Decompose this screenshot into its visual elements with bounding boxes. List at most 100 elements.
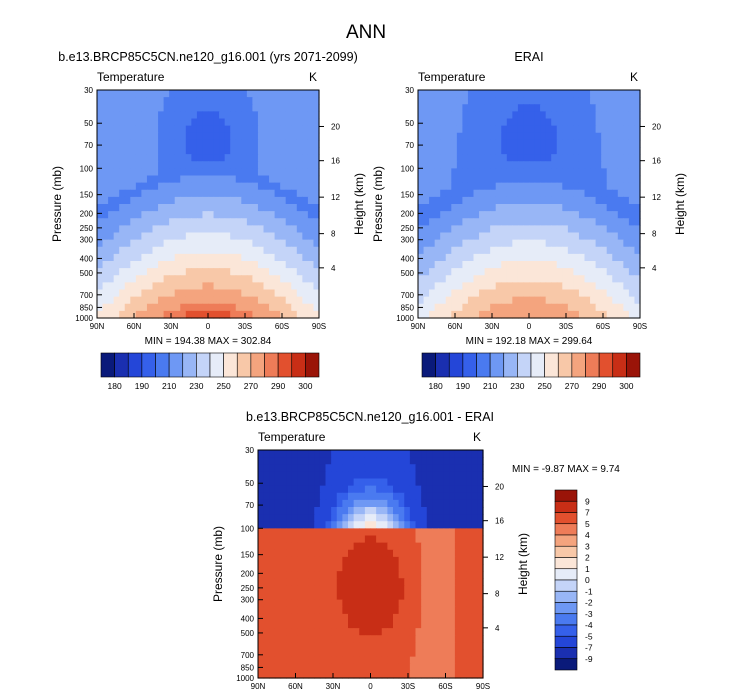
contour-cell <box>454 485 462 494</box>
contour-cell <box>451 261 458 269</box>
contour-cell <box>280 485 287 494</box>
contour-cell <box>364 621 372 629</box>
contour-cell <box>409 450 417 458</box>
y-tick-label: 500 <box>241 629 255 638</box>
contour-cell <box>152 147 159 155</box>
contour-cell <box>296 225 303 234</box>
contour-cell <box>303 450 310 458</box>
contour-cell <box>296 303 303 312</box>
contour-cell <box>342 507 349 515</box>
contour-cell <box>224 139 231 148</box>
contour-cell <box>573 268 580 276</box>
contour-cell <box>258 492 265 501</box>
contour-cell <box>634 175 641 184</box>
contour-cell <box>628 139 636 148</box>
contour-cell <box>108 175 115 184</box>
contour-cell <box>348 656 355 665</box>
contour-cell <box>263 132 270 141</box>
contour-cell <box>97 275 104 283</box>
contour-cell <box>612 189 619 198</box>
contour-cell <box>135 196 142 205</box>
contour-cell <box>191 246 198 255</box>
contour-cell <box>274 268 281 276</box>
contour-cell <box>584 132 591 141</box>
contour-cell <box>124 310 131 319</box>
contour-cell <box>584 90 591 98</box>
contour-cell <box>376 514 383 522</box>
contour-cell <box>601 232 608 241</box>
contour-cell <box>119 154 126 162</box>
contour-cell <box>573 204 580 212</box>
contour-cell <box>473 182 480 191</box>
colorbar-swatch <box>554 545 578 558</box>
contour-cell <box>307 97 315 105</box>
contour-cell <box>578 282 586 291</box>
contour-cell <box>490 161 497 169</box>
contour-cell <box>297 642 304 651</box>
contour-cell <box>224 246 231 255</box>
contour-cell <box>169 118 176 127</box>
contour-cell <box>174 303 181 312</box>
contour-cell <box>302 275 309 283</box>
contour-cell <box>180 90 187 98</box>
contour-cell <box>426 592 433 601</box>
contour-cell <box>434 147 441 155</box>
contour-cell <box>359 628 366 636</box>
contour-cell <box>274 189 281 198</box>
contour-cell <box>517 161 525 169</box>
contour-cell <box>263 578 270 586</box>
contour-cell <box>364 635 372 643</box>
contour-cell <box>202 204 209 212</box>
contour-cell <box>331 542 338 551</box>
contour-cell <box>348 521 355 529</box>
contour-cell <box>285 111 292 120</box>
contour-cell <box>477 606 484 615</box>
contour-cell <box>196 111 204 120</box>
contour-cell <box>224 261 231 269</box>
contour-cell <box>274 139 281 148</box>
contour-cell <box>449 670 456 679</box>
contour-cell <box>456 211 463 219</box>
contour-cell <box>208 275 215 283</box>
contour-cell <box>303 507 310 515</box>
contour-cell <box>163 111 170 120</box>
contour-cell <box>252 182 259 191</box>
contour-cell <box>601 182 608 191</box>
y-right-tick-label: 8 <box>495 590 500 599</box>
contour-cell <box>517 97 525 105</box>
contour-cell <box>567 310 574 319</box>
contour-cell <box>409 457 417 465</box>
contour-cell <box>584 139 591 148</box>
contour-cell <box>169 239 176 248</box>
contour-cell <box>449 635 456 643</box>
contour-cell <box>490 168 497 177</box>
contour-cell <box>512 253 519 262</box>
contour-cell <box>353 464 360 472</box>
contour-cell <box>257 232 265 241</box>
contour-cell <box>359 464 366 472</box>
contour-cell <box>451 275 458 283</box>
contour-cell <box>449 457 456 465</box>
contour-cell <box>445 310 452 319</box>
contour-cell <box>246 296 253 305</box>
contour-cell <box>364 549 372 558</box>
contour-cell <box>313 147 320 155</box>
contour-cell <box>623 118 630 127</box>
contour-cell <box>578 132 586 141</box>
contour-cell <box>108 196 115 205</box>
contour-cell <box>426 542 433 551</box>
contour-cell <box>303 642 310 651</box>
contour-cell <box>404 535 411 544</box>
contour-cell <box>257 132 265 141</box>
contour-cell <box>421 649 428 658</box>
contour-cell <box>595 289 602 298</box>
contour-cell <box>241 104 248 112</box>
contour-cell <box>325 578 332 586</box>
contour-cell <box>567 97 574 105</box>
contour-cell <box>484 161 491 169</box>
contour-cell <box>423 111 430 120</box>
contour-cell <box>432 606 439 615</box>
contour-cell <box>163 147 170 155</box>
contour-cell <box>359 571 366 579</box>
contour-cell <box>291 585 298 594</box>
